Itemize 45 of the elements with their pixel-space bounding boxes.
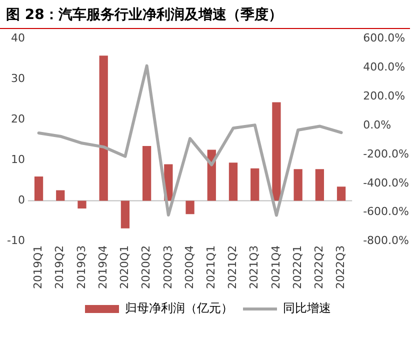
x-tick-label: 2019Q2 <box>53 245 66 290</box>
y2-tick-label: -200.0% <box>363 147 410 160</box>
x-tick-label: 2021Q2 <box>226 245 240 290</box>
x-tick-label: 2021Q4 <box>269 245 282 290</box>
y2-tick-label: -400.0% <box>363 176 410 190</box>
bar <box>315 169 324 201</box>
y-tick-label: 30 <box>10 72 25 86</box>
x-tick-label: 2022Q3 <box>334 245 348 290</box>
y2-tick-label: 600.0% <box>363 31 406 44</box>
bar <box>142 146 152 201</box>
x-tick-label: 2020Q4 <box>182 245 196 290</box>
legend-label: 归母净利润（亿元） <box>125 301 233 316</box>
x-tick-label: 2021Q1 <box>204 245 218 290</box>
x-tick-label: 2020Q3 <box>161 245 174 290</box>
bar <box>336 186 346 201</box>
bar <box>78 200 86 209</box>
y2-tick-label: 400.0% <box>363 60 406 74</box>
x-tick-label: 2019Q1 <box>32 245 45 290</box>
y-tick-label: 20 <box>10 112 25 126</box>
x-tick-label: 2021Q3 <box>248 245 261 290</box>
y2-tick-label: 0.0% <box>363 118 392 132</box>
bar <box>294 169 302 201</box>
x-tick-label: 2019Q3 <box>74 245 88 290</box>
bar <box>120 200 130 228</box>
x-tick-label: 2020Q2 <box>140 245 153 290</box>
bar <box>34 176 44 201</box>
y-tick-label: -10 <box>7 234 25 248</box>
x-tick-label: 2019Q4 <box>96 245 110 290</box>
chart-title: 图 28：汽车服务行业净利润及增速（季度） <box>0 0 410 29</box>
y2-tick-label: 200.0% <box>363 89 406 102</box>
bar <box>56 190 65 201</box>
bar <box>186 200 194 214</box>
bar <box>99 56 108 201</box>
x-tick-label: 2022Q1 <box>290 245 304 290</box>
x-tick-label: 2020Q1 <box>118 245 132 290</box>
bar <box>250 168 260 201</box>
y2-tick-label: -800.0% <box>363 234 410 248</box>
y2-tick-label: -600.0% <box>363 205 410 218</box>
y-tick-label: 0 <box>18 194 25 207</box>
y-tick-label: 10 <box>10 153 25 166</box>
y-tick-label: 40 <box>10 31 25 44</box>
bar <box>272 102 281 201</box>
x-tick-label: 2022Q2 <box>312 245 326 290</box>
legend-label: 同比增速 <box>283 301 331 316</box>
bar <box>228 162 238 201</box>
